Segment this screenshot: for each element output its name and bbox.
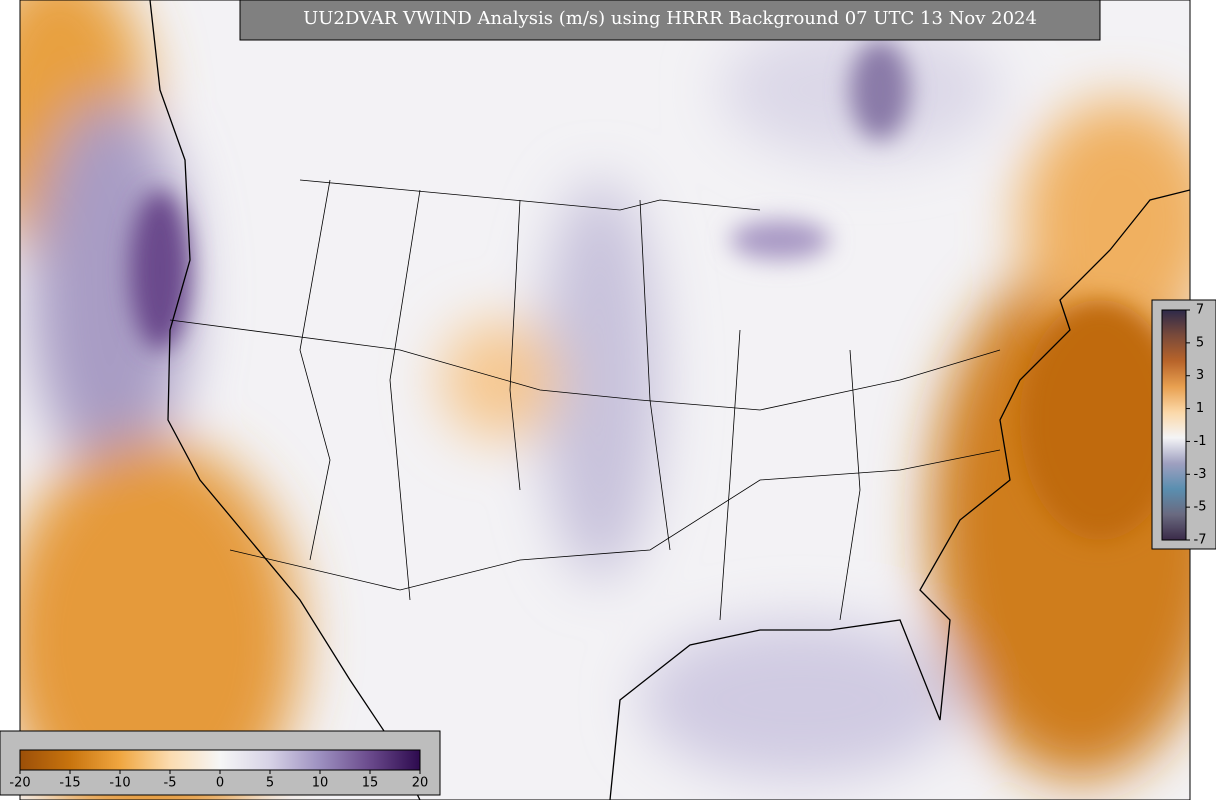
tick-label: 0: [216, 776, 224, 791]
tick-label: -7: [1194, 533, 1207, 548]
tick-label: 15: [362, 776, 379, 791]
tick-label: -3: [1194, 467, 1207, 482]
title: UU2DVAR VWIND Analysis (m/s) using HRRR …: [303, 8, 1037, 29]
tick-label: 5: [266, 776, 274, 791]
tick-label: -5: [164, 776, 177, 791]
tick-label: -10: [109, 776, 130, 791]
tick-label: -15: [59, 776, 80, 791]
tick-label: 5: [1196, 335, 1204, 350]
tick-label: -5: [1194, 500, 1207, 515]
tick-label: 3: [1196, 368, 1204, 383]
tick-label: 7: [1196, 303, 1204, 318]
tick-label: 1: [1196, 401, 1204, 416]
colorbar: [1161, 309, 1187, 541]
tick-label: 10: [312, 776, 329, 791]
tick-label: -20: [9, 776, 30, 791]
colorbar: [19, 749, 421, 771]
tick-label: -1: [1194, 434, 1207, 449]
tick-label: 20: [412, 776, 429, 791]
title-box: [239, 0, 1101, 41]
